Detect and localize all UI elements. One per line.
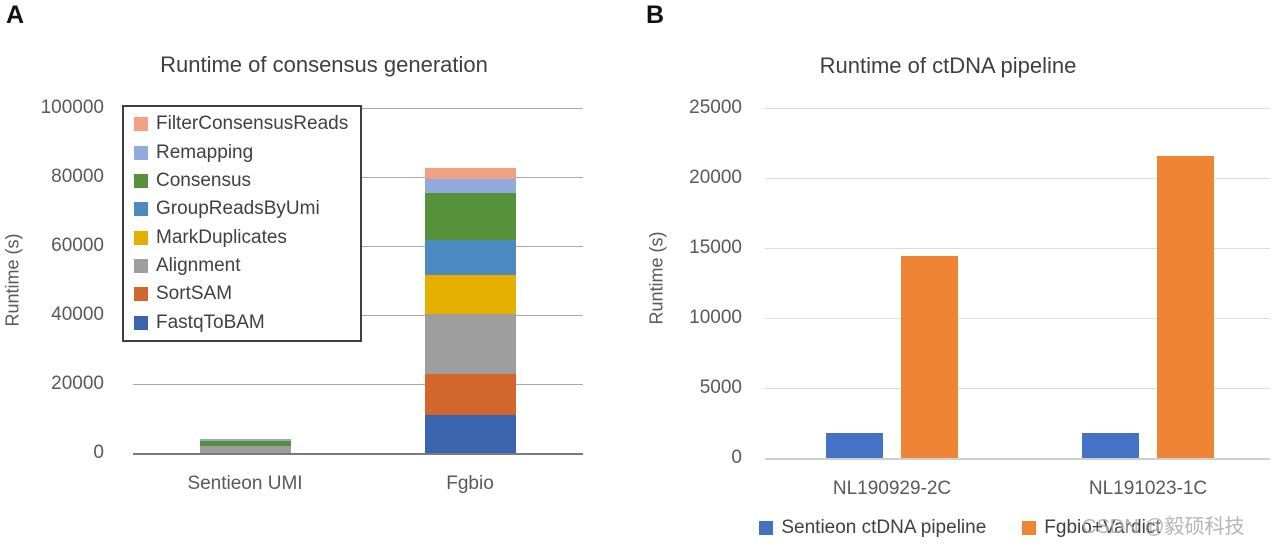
legend-label: SortSAM [156,283,233,305]
chart-a-y-axis-title: Runtime (s) [2,233,23,327]
chart-b-gridline [765,248,1270,249]
chart-b-gridline [765,318,1270,319]
bar-segment-alignment [199,445,291,453]
bar-segment-fastqtobam [424,415,516,453]
chart-b-y-tick-label: 20000 [689,167,742,188]
chart-a-y-tick-label: 40000 [51,304,104,325]
legend-label: FastqToBAM [156,311,265,333]
chart-b-title: Runtime of ctDNA pipeline [819,53,1077,78]
chart-a-y-tick-label: 100000 [40,97,104,118]
bar-fgbio-vardict [1157,155,1214,458]
bar-segment-markduplicates [424,275,516,315]
legend-swatch [134,202,148,217]
chart-b-x-axis-line [765,458,1270,460]
legend-item-sentieon-ctdna-pipeline: Sentieon ctDNA pipeline [759,517,986,539]
chart-a-y-tick-label: 0 [93,442,104,463]
chart-b-gridline [765,178,1270,179]
legend-label: Fgbio+Vardict [1044,517,1161,538]
legend-item-filterconsensusreads: FilterConsensusReads [134,113,360,135]
chart-b-y-tick-label: 0 [731,447,742,468]
legend-item-fgbio-vardict: Fgbio+Vardict [1022,517,1161,539]
legend-swatch [134,259,148,274]
legend-label: FilterConsensusReads [156,113,349,135]
bar-sentieon-ctdna-pipeline [1082,432,1139,458]
legend-swatch [1022,521,1037,535]
chart-b-category-label: NL191023-1C [1088,478,1208,499]
bar-segment-consensus [199,440,291,446]
bar-fgbio-vardict [901,256,958,458]
chart-a-y-tick-label: 80000 [51,166,104,187]
bar-segment-alignment [424,314,516,374]
panel-b-label: B [646,1,665,29]
bar-segment-remapping [199,438,291,441]
bar-segment-consensus [424,193,516,240]
legend-label: Sentieon ctDNA pipeline [781,517,987,538]
legend-item-groupreadsbyumi: GroupReadsByUmi [134,198,360,220]
chart-b-y-tick-label: 15000 [689,237,742,258]
chart-b-category-label: NL190929-2C [832,478,952,499]
chart-a-category-label: Sentieon UMI [187,473,303,494]
bar-segment-remapping [424,178,516,194]
chart-b-gridline [765,108,1270,109]
chart-a-gridline [133,384,583,385]
legend-item-markduplicates: MarkDuplicates [134,227,360,249]
chart-b-y-tick-label: 10000 [689,307,742,328]
panel-a-label: A [6,1,25,29]
chart-b-gridline [765,388,1270,389]
bar-segment-groupreadsbyumi [424,239,516,276]
chart-b-y-tick-label: 5000 [699,377,742,398]
chart-a-x-axis-line [133,453,583,455]
legend-label: MarkDuplicates [156,226,287,248]
legend-label: Remapping [156,141,254,163]
chart-a-y-tick-label: 20000 [51,373,104,394]
legend-swatch [759,521,774,535]
legend-swatch [134,145,148,160]
chart-a-y-tick-label: 60000 [51,235,104,256]
legend-item-fastqtobam: FastqToBAM [134,312,360,334]
legend-swatch [134,315,148,330]
legend-item-remapping: Remapping [134,142,360,164]
legend-label: Alignment [156,255,241,277]
chart-a-title: Runtime of consensus generation [160,52,488,77]
bar-sentieon-ctdna-pipeline [826,432,883,458]
legend-item-consensus: Consensus [134,170,360,192]
legend-swatch [134,117,148,132]
legend-swatch [134,287,148,302]
chart-b-y-tick-label: 25000 [689,97,742,118]
legend-label: GroupReadsByUmi [156,198,320,220]
bar-segment-sortsam [424,373,516,416]
chart-a-category-label: Fgbio [446,473,494,494]
legend-swatch [134,230,148,245]
legend-swatch [134,173,148,188]
legend-label: Consensus [156,169,252,191]
watermark: CSDN @毅硕科技 [1082,516,1245,538]
chart-a-legend: FilterConsensusReads Remapping Consensus Gr… [122,105,362,342]
chart-b-legend: Sentieon ctDNA pipeline Fgbio+Vardict [700,517,1220,539]
legend-item-sortsam: SortSAM [134,283,360,305]
bar-segment-filterconsensusreads [424,168,516,179]
legend-item-alignment: Alignment [134,255,360,277]
